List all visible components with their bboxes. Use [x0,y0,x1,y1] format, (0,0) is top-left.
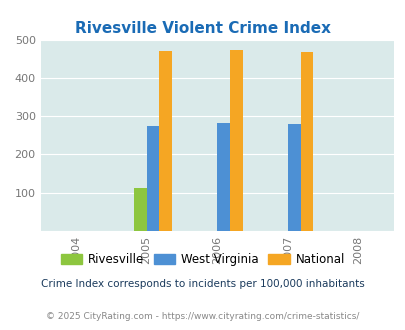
Text: © 2025 CityRating.com - https://www.cityrating.com/crime-statistics/: © 2025 CityRating.com - https://www.city… [46,312,359,321]
Bar [229,50,242,231]
Bar [159,51,172,231]
Text: Rivesville Violent Crime Index: Rivesville Violent Crime Index [75,21,330,36]
Legend: Rivesville, West Virginia, National: Rivesville, West Virginia, National [56,248,349,271]
Bar [217,123,229,231]
Bar [287,124,300,231]
Bar [134,188,146,231]
Text: Crime Index corresponds to incidents per 100,000 inhabitants: Crime Index corresponds to incidents per… [41,279,364,289]
Bar [146,126,159,231]
Bar [300,52,313,231]
